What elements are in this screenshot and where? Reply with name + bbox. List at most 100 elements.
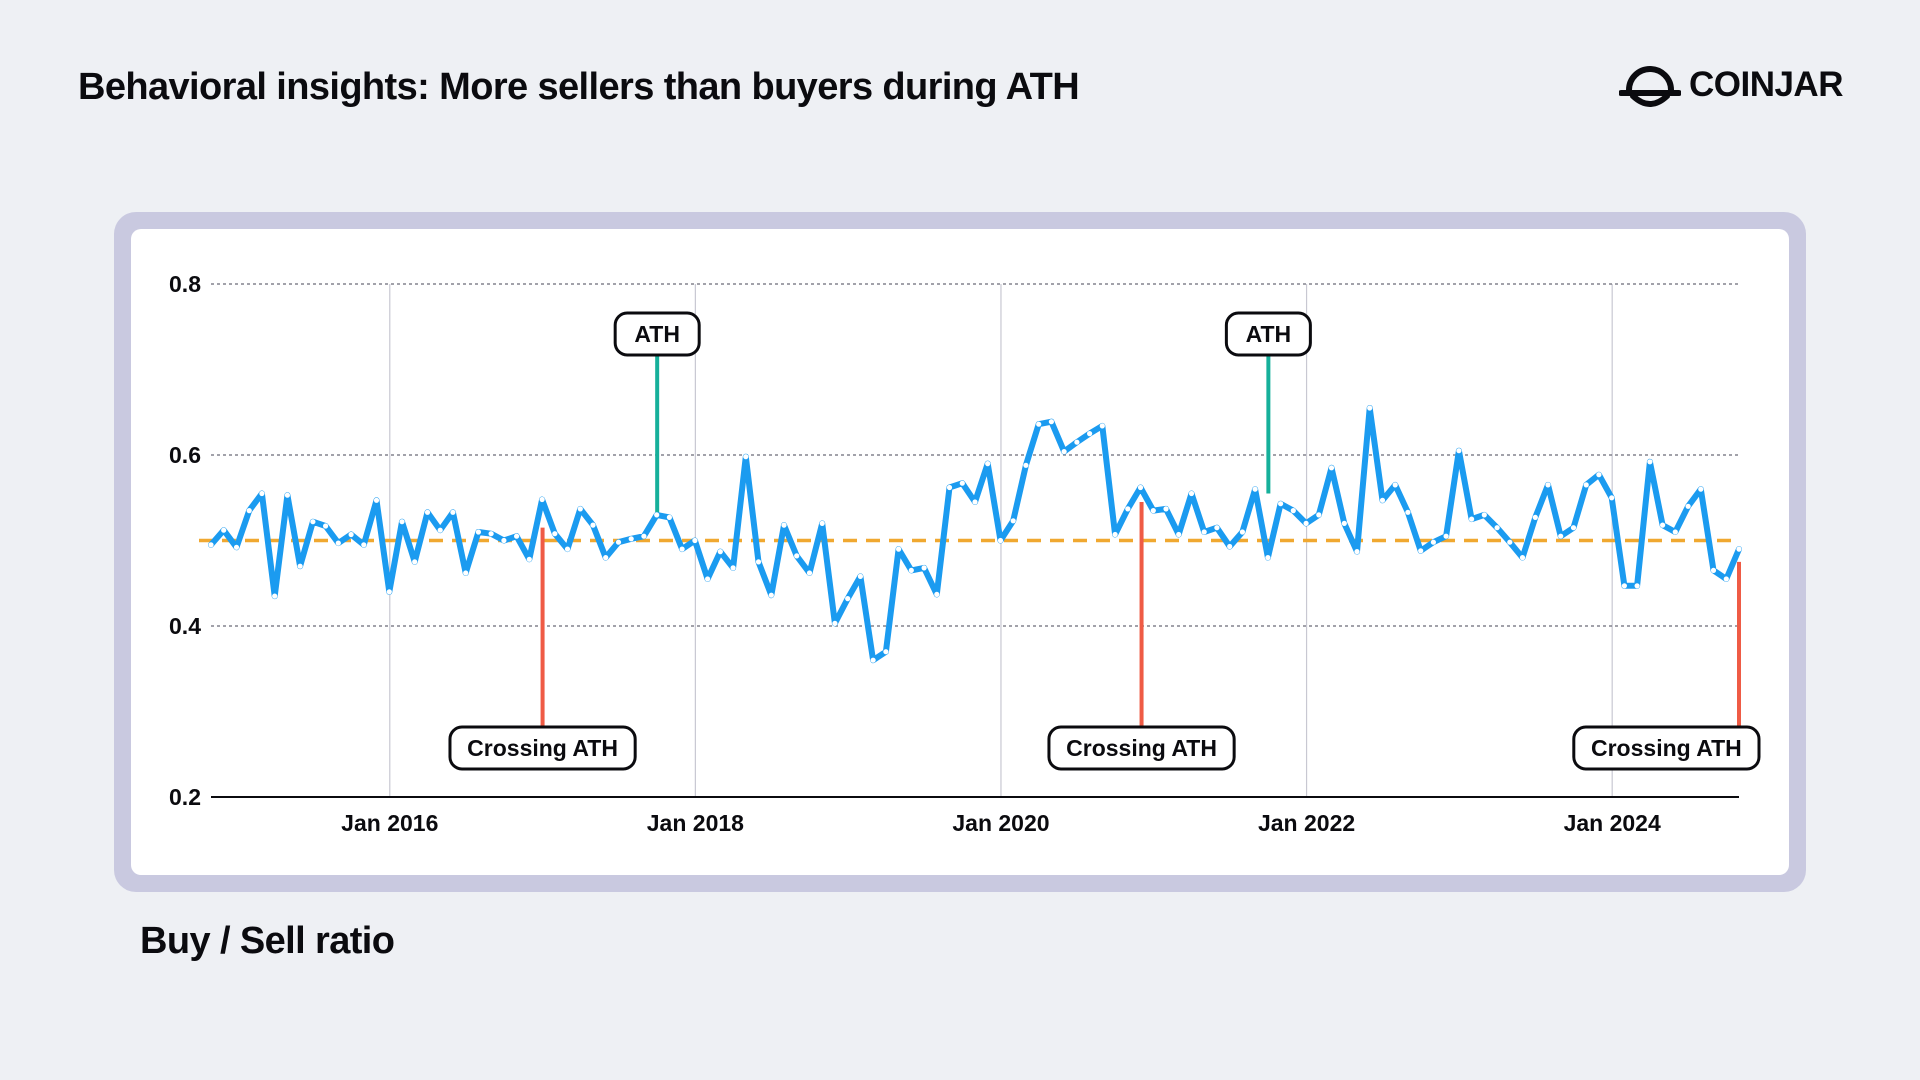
y-tick-label: 0.2	[169, 784, 201, 810]
data-point	[946, 484, 953, 491]
data-point	[1290, 508, 1296, 514]
data-point	[679, 546, 685, 552]
data-point	[794, 553, 800, 559]
data-point	[1341, 520, 1347, 526]
data-point	[208, 542, 214, 548]
x-tick-label: Jan 2022	[1258, 810, 1355, 836]
data-point	[1048, 419, 1054, 425]
data-point	[654, 512, 660, 518]
y-tick-label: 0.8	[169, 271, 201, 297]
data-point	[552, 531, 558, 537]
buy-sell-line-chart: 0.2 0.4 0.6 0.8 Jan 2016 Jan 2018 Jan 2020 Jan …	[169, 271, 1761, 836]
data-point	[743, 454, 749, 460]
data-point	[463, 570, 469, 576]
data-point	[310, 519, 316, 525]
data-point	[1278, 501, 1284, 507]
crossing-ath-label: Crossing ATH	[1572, 725, 1761, 771]
annotation-box	[1224, 311, 1312, 357]
data-point	[1507, 539, 1513, 545]
data-point	[1316, 512, 1322, 518]
data-point	[1443, 533, 1449, 539]
data-point	[666, 514, 673, 520]
data-point	[1379, 497, 1386, 503]
x-tick-label: Jan 2016	[341, 810, 438, 836]
data-point	[259, 490, 265, 497]
data-point	[959, 480, 965, 486]
annotation-text: ATH	[1246, 321, 1292, 347]
data-point	[272, 593, 278, 599]
data-point	[514, 533, 520, 539]
annotation-box	[448, 725, 637, 771]
data-point	[1354, 549, 1360, 555]
data-point	[348, 531, 354, 538]
data-point	[934, 591, 940, 597]
data-point	[1036, 421, 1042, 427]
crossing-ath-label: Crossing ATH	[1047, 725, 1236, 771]
data-point	[437, 527, 443, 533]
data-point	[1609, 495, 1615, 501]
data-point	[1087, 431, 1093, 437]
data-point	[412, 559, 418, 565]
data-point	[730, 565, 736, 571]
data-point	[1265, 555, 1271, 561]
data-point	[921, 565, 927, 571]
data-point	[1634, 583, 1640, 589]
data-point	[399, 519, 405, 525]
data-point	[539, 496, 545, 503]
data-point	[1583, 482, 1589, 488]
data-point	[361, 542, 367, 548]
data-point	[1239, 529, 1245, 535]
data-point	[1252, 486, 1258, 492]
chart-card: 0.2 0.4 0.6 0.8 Jan 2016 Jan 2018 Jan 2020 Jan …	[131, 229, 1789, 875]
data-point	[577, 506, 583, 512]
data-point	[845, 596, 851, 602]
coinjar-logo[interactable]: COINJAR	[1618, 60, 1844, 110]
data-point	[997, 537, 1004, 544]
data-point	[692, 537, 698, 544]
data-point	[908, 567, 914, 573]
data-point	[1494, 525, 1500, 531]
data-point	[1150, 508, 1156, 514]
data-point	[1736, 546, 1742, 552]
data-point	[806, 570, 813, 576]
data-point	[297, 563, 303, 569]
data-point	[717, 549, 723, 555]
data-point	[1023, 462, 1029, 468]
data-point	[1163, 506, 1169, 512]
crossing-ath-label: Crossing ATH	[448, 725, 637, 771]
ath-label: ATH	[1224, 311, 1312, 357]
data-point	[1685, 503, 1691, 509]
data-point	[985, 461, 991, 467]
data-point	[1099, 423, 1105, 429]
annotation-text: ATH	[634, 321, 680, 347]
data-point	[1532, 514, 1538, 520]
data-point	[1647, 459, 1653, 465]
data-point	[526, 556, 532, 562]
y-tick-label: 0.6	[169, 442, 201, 468]
x-tick-label: Jan 2024	[1564, 810, 1661, 836]
data-point	[373, 497, 380, 503]
data-point	[1227, 543, 1233, 550]
data-point	[1125, 506, 1131, 512]
data-point	[1545, 482, 1551, 488]
data-point	[1660, 522, 1666, 528]
data-point	[972, 499, 978, 505]
chart-label: Buy / Sell ratio	[140, 920, 395, 962]
page-title: Behavioral insights: More sellers than b…	[78, 66, 1080, 108]
data-point	[603, 555, 609, 561]
ath-label: ATH	[613, 311, 701, 357]
data-point	[1430, 539, 1436, 545]
annotations	[540, 339, 1741, 734]
data-point	[896, 546, 902, 552]
annotation-box	[1047, 725, 1236, 771]
data-point	[233, 544, 240, 550]
coinjar-jar-icon	[1618, 66, 1681, 107]
data-point	[1621, 583, 1627, 589]
data-point	[1519, 555, 1526, 561]
data-point	[475, 529, 481, 535]
data-point	[1214, 525, 1220, 531]
data-point	[1367, 405, 1373, 411]
data-point	[857, 573, 864, 579]
data-point	[424, 509, 431, 515]
data-point	[323, 523, 329, 529]
